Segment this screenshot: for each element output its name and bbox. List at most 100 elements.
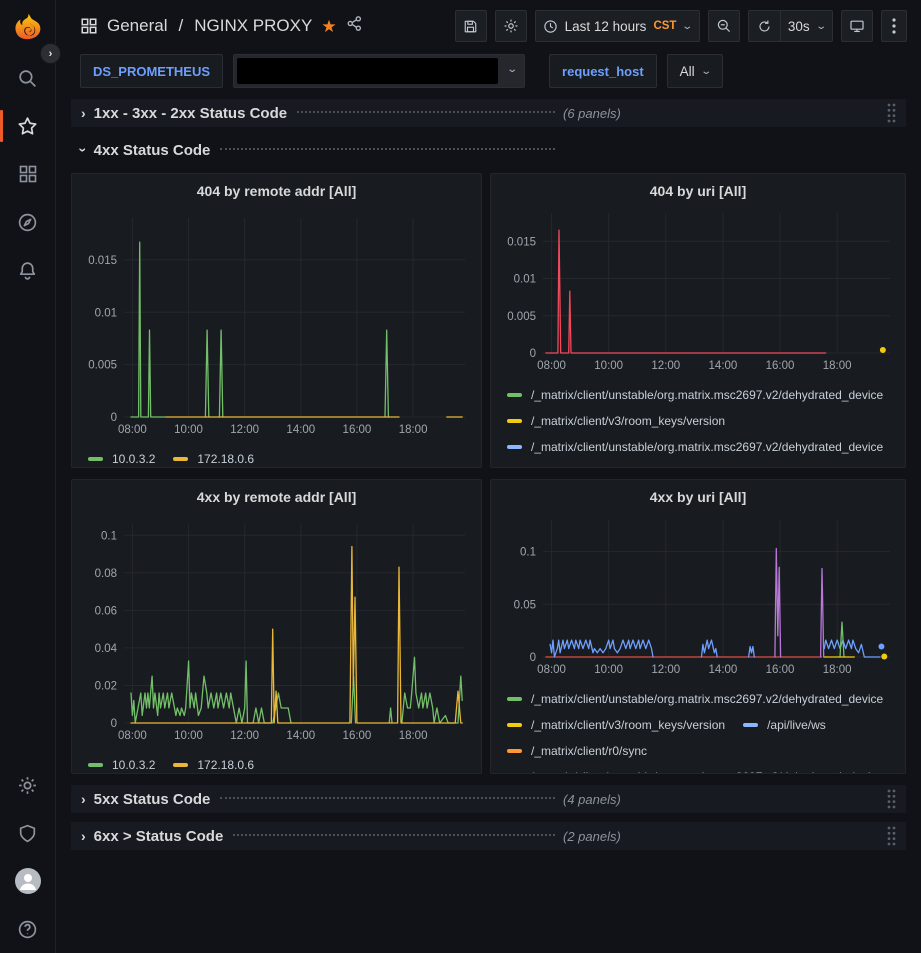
legend-item[interactable]: 172.18.0.6 [173,452,254,466]
zoom-out-button[interactable] [708,10,740,42]
legend-item[interactable]: 10.0.3.2 [88,452,155,466]
svg-text:0: 0 [530,652,536,664]
refresh-interval-picker[interactable]: 30s ⌄ [780,10,833,42]
svg-text:0.005: 0.005 [88,360,117,372]
dashboard-content: › 1xx - 3xx - 2xx Status Code (6 panels)… [56,96,921,953]
svg-text:12:00: 12:00 [230,424,259,436]
share-icon[interactable] [346,15,363,37]
chevron-down-icon: ⌄ [682,21,694,32]
panel-title[interactable]: 404 by remote addr [All] [80,174,473,208]
svg-text:0.015: 0.015 [88,255,117,267]
legend-item[interactable]: /_matrix/client/r0/sync [507,744,647,758]
breadcrumb-section[interactable]: General [107,16,167,36]
gear-icon [503,18,519,34]
panel-legend: 10.0.3.2 172.18.0.6 [80,446,473,466]
row-6xx[interactable]: › 6xx > Status Code (2 panels) [71,822,906,850]
chevron-down-icon: ⌄ [815,21,827,32]
svg-text:0.04: 0.04 [95,643,118,655]
clock-icon [543,19,558,34]
star-favorite-icon[interactable]: ★ [321,18,336,35]
refresh-button[interactable] [748,10,780,42]
panel-404-by-uri: 404 by uri [All] 08:0010:0012:0014:0016:… [490,173,906,468]
tv-cycle-button[interactable] [841,10,873,42]
panel-title[interactable]: 4xx by uri [All] [499,480,897,510]
sidebar-item-alerting[interactable] [0,246,55,294]
legend-item[interactable]: /sw.js [743,466,796,467]
panel-title[interactable]: 404 by uri [All] [499,174,897,203]
dotted-trail [297,110,555,113]
alerting-bell-icon [17,260,38,281]
search-icon [17,68,38,89]
panel-title[interactable]: 4xx by remote addr [All] [80,480,473,514]
svg-text:18:00: 18:00 [399,730,428,742]
legend-item[interactable]: /api/live/ws [743,718,826,732]
chart-404-by-uri[interactable]: 08:0010:0012:0014:0016:0018:0000.0050.01… [499,203,898,377]
legend-item[interactable]: /_matrix/client/unstable/org.matrix.msc2… [507,440,883,454]
time-range-picker[interactable]: Last 12 hours CST ⌄ [535,10,700,42]
legend-label: /_matrix/client/v3/room_keys/version [531,414,725,428]
legend-color-dash [173,763,188,767]
legend-item[interactable]: /_matrix/client/unstable/org.matrix.msc2… [507,770,883,773]
svg-text:08:00: 08:00 [118,730,147,742]
svg-text:0.01: 0.01 [514,274,536,286]
legend-color-dash [507,697,522,701]
row-5xx[interactable]: › 5xx Status Code (4 panels) [71,785,906,813]
svg-text:10:00: 10:00 [174,730,203,742]
sidebar-bottom-group [0,761,55,953]
legend-item[interactable]: /_matrix/client/v3/room_keys/version [507,466,725,467]
svg-text:12:00: 12:00 [651,360,680,372]
variable-value-ds-prometheus[interactable]: ⌄ [233,54,525,88]
legend-item[interactable]: /_matrix/client/v3/room_keys/version [507,718,725,732]
sidebar-item-explore[interactable] [0,198,55,246]
legend-item[interactable]: /_matrix/client/v3/room_keys/version [507,414,725,428]
expand-sidebar-chevron-icon[interactable]: › [40,43,61,64]
chart-4xx-by-remote-addr[interactable]: 08:0010:0012:0014:0016:0018:0000.020.040… [80,514,473,747]
panels-count: (4 panels) [563,792,621,807]
svg-text:0: 0 [111,412,117,424]
svg-text:0.02: 0.02 [95,680,117,692]
legend-color-dash [743,723,758,727]
chart-404-by-remote-addr[interactable]: 08:0010:0012:0014:0016:0018:0000.0050.01… [80,208,473,441]
legend-item[interactable]: /_matrix/client/unstable/org.matrix.msc2… [507,388,883,402]
sidebar-item-profile[interactable] [0,857,55,905]
save-icon [463,19,478,34]
legend-item[interactable]: /_matrix/client/unstable/org.matrix.msc2… [507,692,883,706]
svg-text:0.01: 0.01 [95,307,117,319]
dashboard-settings-button[interactable] [495,10,527,42]
row-left: › 6xx > Status Code [81,828,559,845]
legend-item[interactable]: 10.0.3.2 [88,758,155,772]
row-drag-handle-icon[interactable] [884,102,898,124]
kebab-menu-button[interactable] [881,10,907,42]
refresh-interval-label: 30s [788,19,810,34]
explore-compass-icon [17,212,38,233]
row-1xx-3xx-2xx[interactable]: › 1xx - 3xx - 2xx Status Code (6 panels) [71,99,906,127]
row-4xx[interactable]: › 4xx Status Code [71,136,906,164]
row-title: 1xx - 3xx - 2xx Status Code [94,105,287,122]
sidebar-item-server-admin[interactable] [0,809,55,857]
svg-text:16:00: 16:00 [766,664,795,676]
timezone-label: CST [653,20,676,32]
sidebar-item-settings[interactable] [0,761,55,809]
sidebar-item-starred[interactable] [0,102,55,150]
legend-color-dash [507,393,522,397]
main-area: General / NGINX PROXY ★ [56,0,921,953]
row-drag-handle-icon[interactable] [884,788,898,810]
legend-item[interactable]: 172.18.0.6 [173,758,254,772]
toolbar: Last 12 hours CST ⌄ 30s ⌄ [455,10,907,42]
sidebar-item-dashboards[interactable] [0,150,55,198]
save-dashboard-button[interactable] [455,10,487,42]
variable-value-request-host[interactable]: All ⌄ [667,54,723,88]
dotted-trail [220,796,555,799]
svg-text:0.05: 0.05 [514,599,536,611]
chart-4xx-by-uri[interactable]: 08:0010:0012:0014:0016:0018:0000.050.1 [499,510,898,681]
row-drag-handle-icon[interactable] [884,825,898,847]
panel-legend: /_matrix/client/unstable/org.matrix.msc2… [499,686,897,773]
svg-text:08:00: 08:00 [537,664,566,676]
svg-text:0.1: 0.1 [520,547,536,559]
legend-label: /_matrix/client/unstable/org.matrix.msc2… [531,770,883,773]
sidebar-item-help[interactable] [0,905,55,953]
panels-count: (6 panels) [563,106,621,121]
grafana-flame-icon [13,12,43,42]
chevron-down-icon: ⌄ [506,64,518,75]
panel-4xx-by-remote-addr: 4xx by remote addr [All] 08:0010:0012:00… [71,479,482,774]
